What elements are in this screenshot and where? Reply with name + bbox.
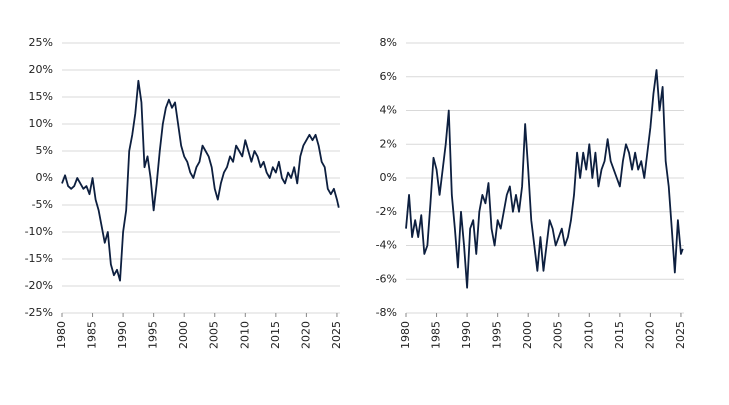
x-tick-label: 1980 [399,321,412,349]
y-tick-label: 5% [36,144,53,157]
y-tick-label: -4% [376,239,397,252]
y-tick-label: -2% [376,205,397,218]
y-tick-label: 0% [36,171,53,184]
x-tick-label: 2000 [521,321,534,349]
y-tick-label: -8% [376,306,397,319]
x-tick-label: 1990 [460,321,473,349]
y-tick-label: -15% [25,252,53,265]
y-tick-label: 15% [29,90,53,103]
x-tick-label: 2020 [643,321,656,349]
x-tick-label: 1985 [86,321,99,349]
x-tick-label: 2010 [582,321,595,349]
x-tick-label: 2005 [208,321,221,349]
y-tick-label: -10% [25,225,53,238]
x-tick-label: 2010 [238,321,251,349]
y-tick-label: 0% [380,171,397,184]
y-tick-label: 6% [380,70,397,83]
line-series [61,79,340,282]
y-tick-label: -5% [32,198,53,211]
y-tick-label: -20% [25,279,53,292]
y-tick-label: 4% [380,104,397,117]
y-tick-label: -6% [376,272,397,285]
x-tick-label: 2005 [552,321,565,349]
x-tick-label: 1990 [116,321,129,349]
x-tick-label: 2020 [299,321,312,349]
y-tick-label: 8% [380,36,397,49]
y-tick-label: -25% [25,306,53,319]
x-tick-label: 1985 [430,321,443,349]
y-tick-label: 10% [29,117,53,130]
x-tick-label: 2015 [269,321,282,349]
x-tick-label: 1995 [491,321,504,349]
x-tick-label: 1995 [147,321,160,349]
y-tick-label: 25% [29,36,53,49]
y-tick-label: 2% [380,137,397,150]
line-series [405,69,684,289]
x-tick-label: 2025 [674,321,687,349]
x-tick-label: 1980 [55,321,68,349]
x-tick-label: 2015 [613,321,626,349]
x-tick-label: 2000 [177,321,190,349]
x-tick-label: 2025 [330,321,343,349]
y-tick-label: 20% [29,63,53,76]
